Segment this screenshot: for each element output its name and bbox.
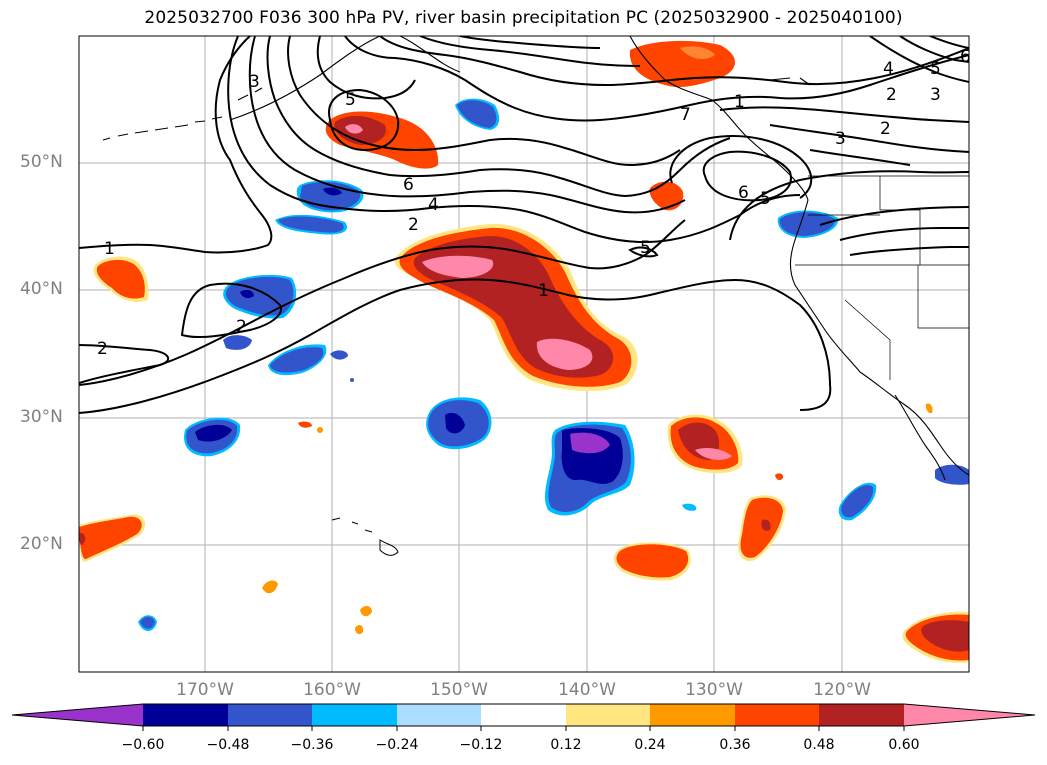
contour-label: 3 — [835, 129, 846, 149]
colorbar-segment — [143, 704, 228, 726]
lat-label: 20°N — [20, 534, 63, 554]
colorbar-tick-label: −0.48 — [206, 737, 250, 753]
colorbar-tick-label: −0.24 — [375, 737, 419, 753]
lon-label: 160°W — [303, 680, 361, 700]
colorbar-tick-label: −0.12 — [459, 737, 503, 753]
map-title: 2025032700 F036 300 hPa PV, river basin … — [144, 8, 903, 28]
lon-label: 150°W — [430, 680, 488, 700]
contour-label: 2 — [236, 317, 247, 337]
colorbar-segment — [904, 704, 1035, 726]
colorbar-segment — [312, 704, 397, 726]
contour-label: 6 — [960, 47, 971, 67]
positive-anomalies — [79, 40, 969, 663]
map-plot-area: 1 2 2 1 2 4 6 5 3 5 6 5 1 7 3 2 2 4 3 5 … — [79, 36, 971, 672]
lat-label: 30°N — [20, 407, 63, 427]
lat-label: 40°N — [20, 279, 63, 299]
colorbar-tick-label: −0.36 — [290, 737, 334, 753]
anomaly-alaska-positive — [629, 40, 735, 88]
map-frame — [78, 35, 970, 673]
colorbar-tick-label: −0.60 — [121, 737, 165, 753]
contour-label: 2 — [97, 339, 108, 359]
colorbar-segment — [650, 704, 735, 726]
contour-label: 4 — [883, 59, 894, 79]
pv-contours — [79, 36, 969, 414]
contour-label: 4 — [428, 195, 439, 215]
contour-label: 2 — [886, 85, 897, 105]
contour-label: 1 — [104, 239, 115, 259]
lon-label: 130°W — [685, 680, 743, 700]
contour-label: 5 — [930, 59, 941, 79]
colorbar — [11, 703, 1036, 731]
contour-label: 5 — [345, 90, 356, 110]
contour-label: 5 — [640, 238, 651, 258]
colorbar-segment — [819, 704, 904, 726]
colorbar-segment — [735, 704, 819, 726]
colorbar-tick-label: 0.12 — [550, 737, 582, 753]
contour-label: 3 — [930, 85, 941, 105]
colorbar-segment — [228, 704, 312, 726]
colorbar-segment — [566, 704, 650, 726]
colorbar-segment — [481, 704, 566, 726]
colorbar-segment — [397, 704, 481, 726]
contour-label: 6 — [738, 183, 749, 203]
lat-label: 50°N — [20, 152, 63, 172]
lon-label: 120°W — [813, 680, 871, 700]
contour-label: 3 — [249, 72, 260, 92]
contour-labels: 1 2 2 1 2 4 6 5 3 5 6 5 1 7 3 2 2 4 3 5 … — [97, 47, 971, 359]
lon-label: 140°W — [558, 680, 616, 700]
contour-label: 2 — [408, 215, 419, 235]
contour-label: 1 — [538, 281, 549, 301]
colorbar-segment — [12, 704, 143, 726]
contour-label: 2 — [880, 119, 891, 139]
contour-label: 6 — [403, 175, 414, 195]
colorbar-tick-label: 0.36 — [719, 737, 751, 753]
contour-label: 7 — [680, 105, 691, 125]
colorbar-tick-label: 0.60 — [888, 737, 920, 753]
lon-label: 170°W — [176, 680, 234, 700]
contour-label: 1 — [734, 92, 745, 112]
contour-label: 5 — [760, 189, 771, 209]
colorbar-tick-label: 0.24 — [634, 737, 666, 753]
colorbar-tick-label: 0.48 — [803, 737, 835, 753]
